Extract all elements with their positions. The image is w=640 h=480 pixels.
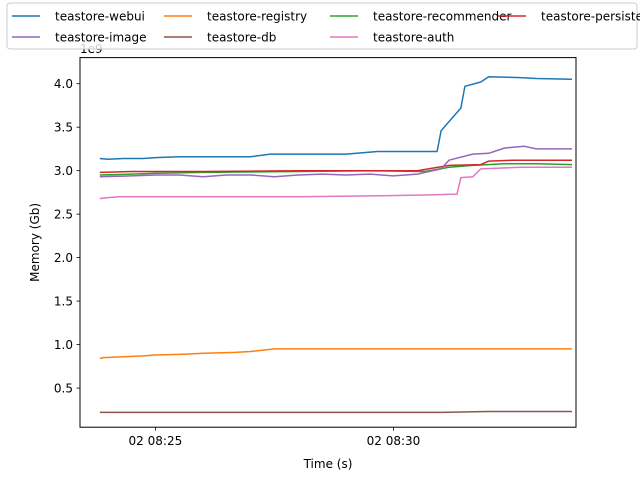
legend-label: teastore-image — [55, 31, 147, 45]
series-line-teastore-webui — [99, 75, 573, 161]
legend-label: teastore-registry — [207, 10, 307, 24]
series-line-teastore-registry — [99, 348, 572, 360]
y-tick-label: 4.0 — [54, 77, 73, 91]
y-axis: 0.5 1.0 1.5 2.0 2.5 3.0 3.5 4.0 — [54, 77, 80, 396]
plot-frame — [79, 57, 577, 428]
series-line-teastore-image — [99, 145, 572, 178]
legend-label: teastore-db — [207, 31, 276, 45]
x-tick-label: 02 08:30 — [367, 434, 421, 448]
y-tick-label: 3.0 — [54, 164, 73, 178]
legend-label: teastore-auth — [373, 31, 454, 45]
legend-label: teastore-persistence — [541, 10, 640, 24]
legend-label: teastore-webui — [55, 10, 145, 24]
x-axis-label: Time (s) — [303, 457, 353, 471]
y-tick-label: 3.5 — [54, 121, 73, 135]
y-tick-label: 0.5 — [54, 382, 73, 396]
y-tick-label: 2.5 — [54, 208, 73, 222]
y-tick-label: 2.0 — [54, 251, 73, 265]
y-axis-label: Memory (Gb) — [28, 203, 42, 282]
series-line-teastore-db — [99, 410, 572, 414]
legend-label: teastore-recommender — [373, 10, 511, 24]
series-layer — [99, 75, 573, 414]
series-line-teastore-persistence — [99, 159, 572, 174]
series-line-teastore-auth — [99, 166, 572, 200]
y-tick-label: 1.0 — [54, 338, 73, 352]
x-tick-label: 02 08:25 — [129, 434, 183, 448]
y-tick-label: 1.5 — [54, 295, 73, 309]
x-axis: 02 08:25 02 08:30 — [129, 427, 421, 448]
series-line-teastore-recommender — [99, 162, 573, 176]
legend: teastore-webui teastore-registry teastore-… — [6, 2, 640, 50]
